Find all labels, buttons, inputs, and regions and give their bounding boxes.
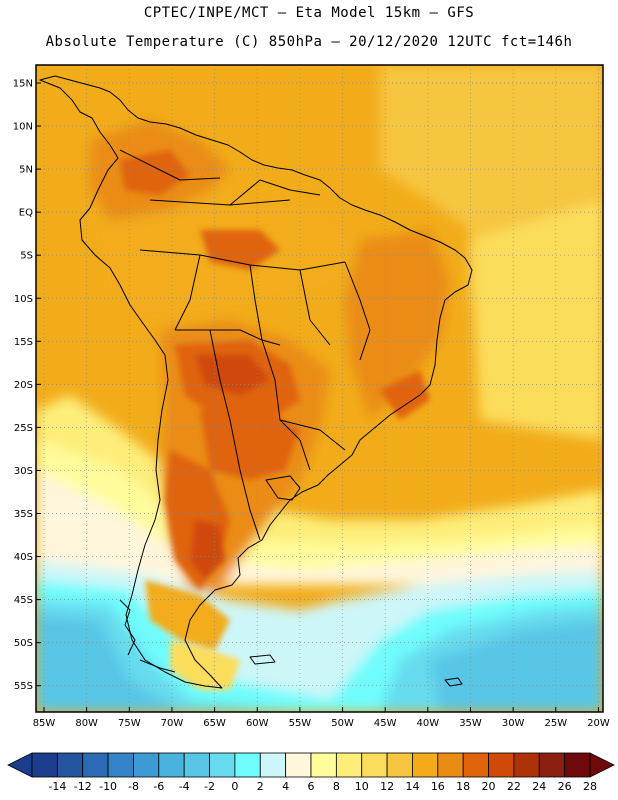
lon-label: 65W <box>203 718 226 729</box>
lat-label: 15S <box>14 337 33 348</box>
colorbar-swatch <box>361 752 388 778</box>
colorbar-swatch <box>310 752 337 778</box>
latitude-axis: 15N 10N 5N EQ 5S 10S 15S 20S 25S 30S 35S 40S 45S 50S 5… <box>13 79 41 692</box>
colorbar-swatch <box>386 752 413 778</box>
lat-label: EQ <box>19 208 33 219</box>
title-line-2: Absolute Temperature (C) 850hPa — 20/12/… <box>45 34 573 50</box>
colorbar-swatch <box>412 752 439 778</box>
lon-label: 85W <box>33 718 56 729</box>
colorbar-label: 24 <box>532 780 546 793</box>
lat-label: 10S <box>14 294 33 305</box>
lat-label: 15N <box>13 79 33 90</box>
colorbar-arrow-low <box>7 752 33 778</box>
coastline <box>39 75 473 689</box>
colorbar-swatch <box>56 752 84 778</box>
colorbar-swatch <box>437 752 464 778</box>
lat-label: 5S <box>20 251 33 262</box>
colorbar-swatch <box>564 752 591 778</box>
colorbar-label: 28 <box>583 780 597 793</box>
colorbar-label: -4 <box>179 780 190 793</box>
colorbar-label: 6 <box>308 780 315 793</box>
colorbar-label: 2 <box>257 780 264 793</box>
lat-label: 10N <box>13 122 33 133</box>
lat-label: 55S <box>14 681 33 692</box>
colorbar-swatch <box>82 752 109 778</box>
colorbar-swatch <box>285 752 312 778</box>
colorbar-label: 26 <box>558 780 572 793</box>
colorbar-label: 8 <box>333 780 340 793</box>
colorbar-arrow-high <box>589 752 615 778</box>
colorbar-swatch <box>107 752 134 778</box>
lon-label: 30W <box>502 718 525 729</box>
temperature-field <box>36 65 603 712</box>
lon-label: 50W <box>331 718 354 729</box>
colorbar-swatch <box>513 752 540 778</box>
lon-label: 60W <box>246 718 269 729</box>
colorbar-label: -2 <box>204 780 215 793</box>
colorbar: -14 -12 -10 -8 -6 -4 -2 0 2 4 6 8 10 12 14 16 18 20 22 24 26… <box>7 752 615 793</box>
title-line-1: CPTEC/INPE/MCT — Eta Model 15km — GFS <box>143 5 475 21</box>
colorbar-label: 14 <box>405 780 419 793</box>
colorbar-swatch <box>133 752 160 778</box>
lon-label: 75W <box>118 718 141 729</box>
lon-label: 40W <box>417 718 440 729</box>
colorbar-swatch <box>158 752 185 778</box>
colorbar-swatch <box>31 752 58 778</box>
colorbar-swatch <box>488 752 515 778</box>
lat-label: 40S <box>14 552 33 563</box>
lat-label: 45S <box>14 595 33 606</box>
colorbar-swatch <box>335 752 363 778</box>
colorbar-label: 10 <box>355 780 369 793</box>
colorbar-label: 0 <box>231 780 238 793</box>
colorbar-label: -14 <box>48 780 66 793</box>
colorbar-swatch <box>234 752 261 778</box>
colorbar-swatch <box>538 752 566 778</box>
lat-label: 25S <box>14 423 33 434</box>
colorbar-label: 20 <box>482 780 496 793</box>
lat-label: 50S <box>14 638 33 649</box>
lon-label: 45W <box>374 718 397 729</box>
lon-label: 35W <box>459 718 482 729</box>
lat-label: 35S <box>14 509 33 520</box>
colorbar-swatch <box>462 752 489 778</box>
colorbar-label: -10 <box>99 780 117 793</box>
colorbar-label: 18 <box>456 780 470 793</box>
lon-label: 20W <box>587 718 610 729</box>
lat-label: 20S <box>14 380 33 391</box>
colorbar-label: -12 <box>74 780 92 793</box>
map-frame <box>35 64 604 713</box>
grid-lines <box>36 65 603 712</box>
colorbar-label: -6 <box>153 780 164 793</box>
lon-label: 55W <box>289 718 312 729</box>
colorbar-label: 4 <box>282 780 289 793</box>
lon-label: 80W <box>75 718 98 729</box>
colorbar-label: 16 <box>431 780 445 793</box>
colorbar-label: 22 <box>507 780 521 793</box>
colorbar-swatch <box>209 752 236 778</box>
lat-label: 30S <box>14 466 33 477</box>
colorbar-label: -8 <box>128 780 139 793</box>
lat-label: 5N <box>19 165 33 176</box>
lon-label: 25W <box>544 718 567 729</box>
colorbar-swatch <box>183 752 210 778</box>
colorbar-label: 12 <box>380 780 394 793</box>
colorbar-swatch <box>259 752 287 778</box>
lon-label: 70W <box>161 718 184 729</box>
longitude-axis: 85W 80W 75W 70W 65W 60W 55W 50W 45W 40W 35W 30W 25W 2… <box>33 707 610 729</box>
